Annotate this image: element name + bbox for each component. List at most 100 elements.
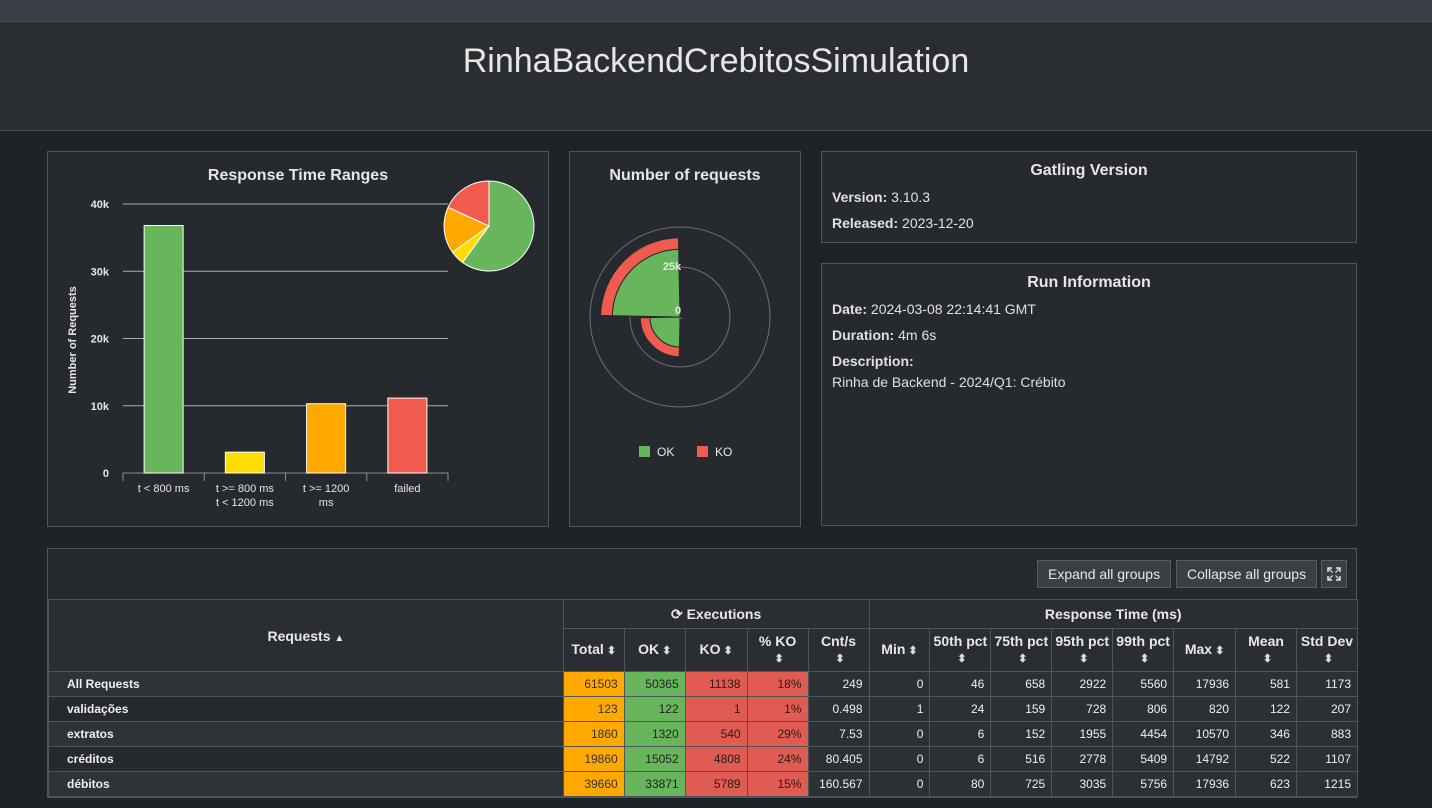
version-line: Version: 3.10.3 (832, 184, 1356, 210)
table-cell: 1 (684, 696, 748, 722)
request-name[interactable]: débitos (48, 771, 564, 797)
legend-ok-label[interactable]: OK (657, 445, 674, 459)
column-header[interactable]: 75th pct ⬍ (990, 628, 1053, 672)
table-cell: 346 (1235, 721, 1297, 747)
table-cell: 17936 (1173, 671, 1237, 697)
sort-icon: ⬍ (908, 645, 918, 657)
executions-header-label: Executions (686, 605, 762, 622)
version-label: Version: (832, 189, 888, 205)
chart-title: Response Time Ranges (208, 167, 388, 184)
legend-ko-label[interactable]: KO (715, 445, 732, 459)
pie-slice[interactable] (447, 180, 490, 227)
column-header-label: Min (881, 641, 906, 657)
table-cell: 0 (868, 721, 931, 747)
request-name[interactable]: extratos (48, 721, 564, 747)
column-header[interactable]: Cnt/s ⬍ (807, 628, 870, 672)
response-time-ranges-chart: Response Time Ranges Number of Requests … (67, 167, 535, 509)
sort-icon: ⬍ (723, 645, 733, 657)
duration-value: 4m 6s (898, 327, 937, 343)
table-cell: 80 (929, 771, 992, 797)
table-row[interactable]: extratos 1860 1320 540 29% 7.53 0 6 152 1955 4454 1… (48, 721, 1359, 747)
legend-ok-swatch[interactable] (639, 446, 650, 457)
pie-slice[interactable] (443, 206, 490, 254)
y-axis-label: Number of Requests (67, 286, 79, 394)
table-cell: 152 (990, 721, 1053, 747)
table-cell: 80.405 (807, 746, 870, 772)
sort-icon: ⬍ (1140, 653, 1150, 665)
table-row[interactable]: validações 123 122 1 1% 0.498 1 24 159 728 806 820 1… (48, 696, 1359, 722)
table-row[interactable]: créditos 19860 15052 4808 24% 80.405 0 6 516 2778… (48, 746, 1359, 772)
table-cell: 160.567 (807, 771, 870, 797)
table-cell: 1107 (1295, 746, 1359, 772)
column-header[interactable]: 99th pct ⬍ (1112, 628, 1175, 672)
table-cell: 159 (990, 696, 1053, 722)
table-cell: 820 (1173, 696, 1237, 722)
request-name[interactable]: validações (48, 696, 564, 722)
bar[interactable] (306, 403, 347, 474)
x-tick-label: t >= 800 ms (216, 483, 275, 495)
gatling-version-title: Gatling Version (1030, 162, 1148, 179)
top-bar (0, 0, 1432, 22)
column-header-label: Mean (1248, 633, 1284, 649)
statistics-table: Requests ▲ ⟳ Executions Response Time (m… (48, 599, 1359, 797)
table-cell: 14792 (1173, 746, 1237, 772)
table-cell: 3035 (1051, 771, 1114, 797)
table-cell: 623 (1235, 771, 1297, 797)
sort-icon: ⬍ (1262, 653, 1273, 665)
requests-header[interactable]: Requests ▲ (48, 599, 564, 672)
table-row[interactable]: débitos 39660 33871 5789 15% 160.567 0 80 725 303… (48, 771, 1359, 797)
pie-slice[interactable] (461, 180, 535, 272)
description-label: Description: (832, 353, 914, 369)
response-time-ranges-panel: Response Time Ranges Number of Requests … (47, 151, 549, 527)
table-cell: 1 (868, 696, 931, 722)
table-cell: 728 (1051, 696, 1114, 722)
executions-header: ⟳ Executions (562, 599, 870, 629)
table-cell: 0 (868, 771, 931, 797)
table-cell: 725 (990, 771, 1053, 797)
sort-icon: ⬍ (1018, 653, 1028, 665)
column-header[interactable]: OK ⬍ (623, 628, 686, 672)
table-cell: 123 (562, 696, 625, 722)
polar-sector[interactable] (639, 317, 680, 358)
column-header[interactable]: Mean ⬍ (1235, 628, 1297, 672)
table-cell: 6 (929, 721, 992, 747)
table-cell: 249 (807, 671, 870, 697)
table-cell: 18% (746, 671, 809, 697)
table-cell: 1173 (1295, 671, 1359, 697)
expand-all-groups-button[interactable]: Expand all groups (1037, 560, 1172, 588)
column-header[interactable]: KO ⬍ (684, 628, 748, 672)
legend-ko-swatch[interactable] (697, 446, 708, 457)
table-cell: 24 (929, 696, 992, 722)
column-header[interactable]: Total ⬍ (562, 628, 625, 672)
fullscreen-button[interactable] (1321, 560, 1347, 588)
request-name[interactable]: créditos (48, 746, 564, 772)
bar[interactable] (224, 451, 265, 474)
polar-sector[interactable] (600, 237, 680, 317)
table-row[interactable]: All Requests 61503 50365 11138 18% 249 0 46 658 2… (48, 671, 1359, 697)
column-header-label: % KO (758, 633, 797, 649)
column-header-label: KO (699, 641, 721, 657)
chart-title: Number of requests (609, 167, 760, 184)
request-name[interactable]: All Requests (48, 671, 564, 697)
x-tick-label: t >= 1200 (303, 483, 350, 495)
column-header[interactable]: 95th pct ⬍ (1051, 628, 1114, 672)
table-cell: 207 (1295, 696, 1359, 722)
table-cell: 24% (746, 746, 809, 772)
column-header[interactable]: Min ⬍ (868, 628, 931, 672)
sort-icon: ⬍ (774, 653, 784, 665)
table-cell: 1955 (1051, 721, 1114, 747)
column-header[interactable]: Max ⬍ (1173, 628, 1237, 672)
bar[interactable] (143, 225, 184, 474)
collapse-all-groups-button[interactable]: Collapse all groups (1176, 560, 1318, 588)
bar[interactable] (387, 397, 428, 474)
released-label: Released: (832, 215, 899, 231)
table-cell: 50365 (623, 671, 686, 697)
polar-sector[interactable] (611, 248, 681, 318)
column-header[interactable]: Std Dev ⬍ (1295, 628, 1359, 672)
x-tick-label: failed (394, 483, 420, 495)
table-cell: 581 (1235, 671, 1297, 697)
column-header[interactable]: % KO ⬍ (746, 628, 809, 672)
column-header[interactable]: 50th pct ⬍ (929, 628, 992, 672)
polar-outer-ring (589, 226, 771, 408)
number-of-requests-panel: Number of requests 25k 0 OK KO (569, 151, 801, 527)
